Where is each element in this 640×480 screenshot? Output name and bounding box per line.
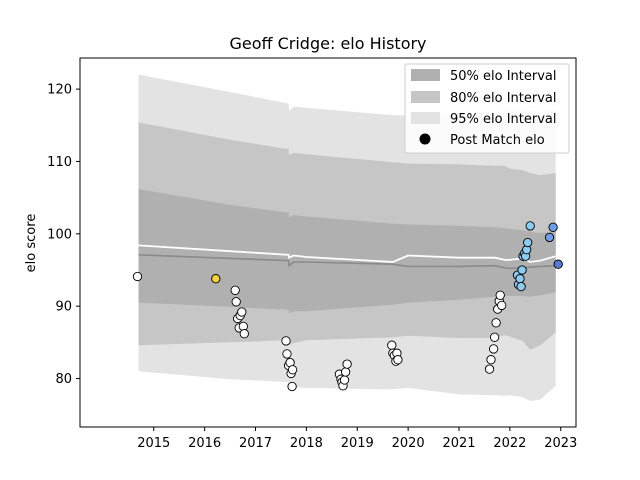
y-tick-label-100: 100 [47,227,72,242]
elo-point-15 [287,365,298,375]
y-axis: 80 90 100 110 120 [47,83,80,387]
legend-swatch-50 [411,69,440,81]
elo-point-16 [287,381,297,392]
x-tick-label-2017: 2017 [239,436,272,451]
legend-swatch-95 [411,112,440,124]
legend-label-95: 95% elo Interval [450,112,557,127]
x-axis: 2015 2016 2017 2018 2019 2020 2021 2022 2023 [137,427,577,451]
post-match-elo-points [132,221,563,392]
elo-point-37 [495,290,505,300]
elo-point-49 [525,221,535,231]
x-tick-label-2020: 2020 [392,436,425,451]
elo-point-10 [281,336,291,346]
elo-point-1 [211,274,221,284]
elo-point-0 [132,271,143,282]
elo-point-21 [339,375,350,385]
elo-point-48 [523,237,533,248]
x-tick-label-2015: 2015 [137,436,170,451]
elo-point-52 [553,259,563,269]
elo-point-2 [230,285,240,295]
y-tick-label-90: 90 [55,300,72,315]
elo-point-41 [515,274,525,284]
plot-frame [79,57,577,428]
band-50-interval [138,189,556,314]
legend-label-80: 80% elo Interval [450,91,557,106]
elo-point-3 [231,297,241,307]
legend-box [404,63,570,154]
elo-point-38 [497,300,507,311]
elo-point-33 [489,332,500,342]
elo-point-22 [340,367,351,377]
x-tick-label-2019: 2019 [341,436,374,451]
elo-point-34 [491,318,501,328]
elo-point-50 [544,232,555,243]
elo-point-9 [239,329,249,339]
y-tick-label-80: 80 [55,372,72,387]
median-elo-line [138,254,556,270]
elo-point-42 [516,281,526,292]
elo-point-30 [484,364,495,374]
legend: 50% elo Interval 80% elo Interval 95% el… [404,63,570,154]
x-tick-label-2022: 2022 [493,436,526,451]
x-tick-label-2016: 2016 [188,436,221,451]
legend-label-post-match: Post Match elo [450,133,545,148]
elo-point-11 [282,349,292,359]
elo-point-29 [393,355,403,365]
y-tick-label-110: 110 [47,155,72,170]
y-tick-label-120: 120 [47,83,72,98]
x-tick-label-2021: 2021 [442,436,475,451]
legend-label-50: 50% elo Interval [450,69,557,84]
chart-title: Geoff Cridge: elo History [229,34,426,53]
elo-point-32 [488,344,499,354]
elo-point-7 [237,307,247,317]
elo-point-23 [342,359,352,369]
x-tick-label-2018: 2018 [290,436,323,451]
x-tick-label-2023: 2023 [544,436,577,451]
elo-point-51 [548,222,558,232]
legend-swatch-80 [411,91,440,103]
legend-marker-post-match [419,133,431,145]
elo-point-24 [387,340,397,350]
y-axis-label: elo score [24,214,39,273]
elo-point-31 [486,355,496,365]
elo-point-43 [517,265,527,275]
